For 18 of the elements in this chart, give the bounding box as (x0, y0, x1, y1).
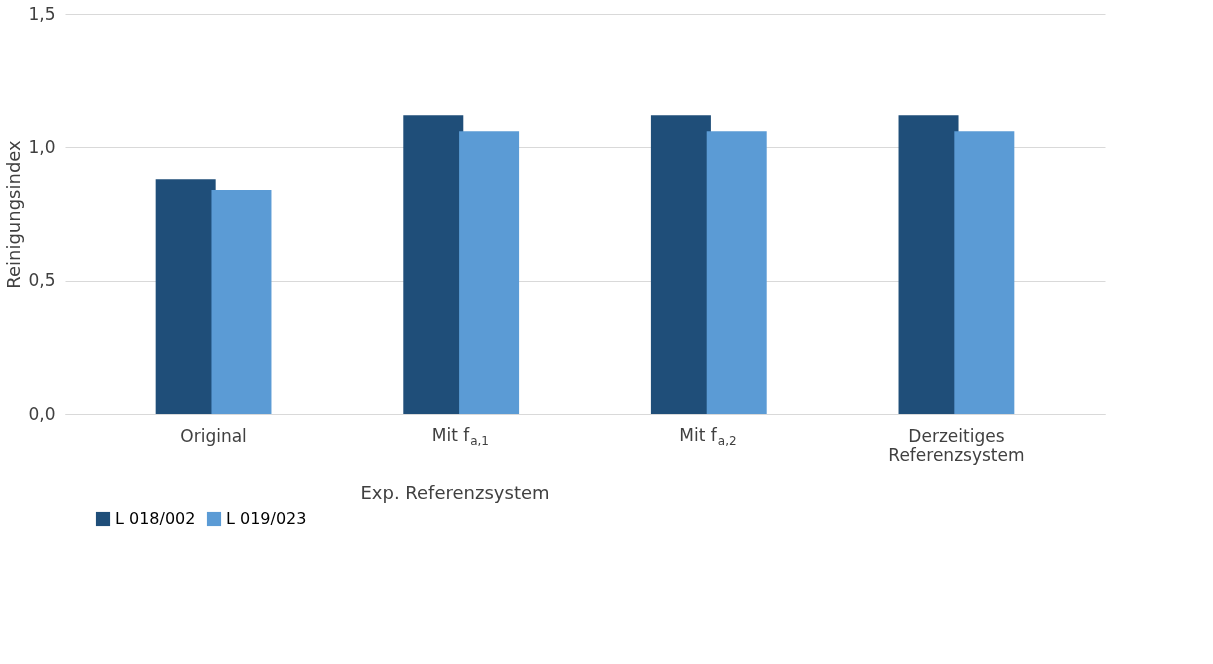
bar (706, 131, 767, 414)
y-tick-label: 1,0 (28, 136, 56, 157)
bar (211, 190, 272, 414)
y-tick-label: 0,5 (28, 270, 56, 291)
y-tick-label: 0,0 (28, 403, 56, 424)
bar (954, 131, 1015, 414)
bar (403, 115, 464, 414)
x-tick-label: Original (180, 425, 247, 446)
bar (155, 179, 216, 414)
bar (898, 115, 959, 414)
bar (650, 115, 711, 414)
legend-label: L 018/002 (115, 509, 196, 528)
legend-label: L 019/023 (226, 509, 307, 528)
y-axis-title: Reinigungsindex (3, 139, 25, 289)
text: Exp. Referenzsystem (360, 482, 550, 503)
bar (459, 131, 520, 414)
x-tick-label: Derzeitiges Referenzsystem (888, 425, 1025, 465)
y-tick-label: 1,5 (28, 3, 56, 24)
